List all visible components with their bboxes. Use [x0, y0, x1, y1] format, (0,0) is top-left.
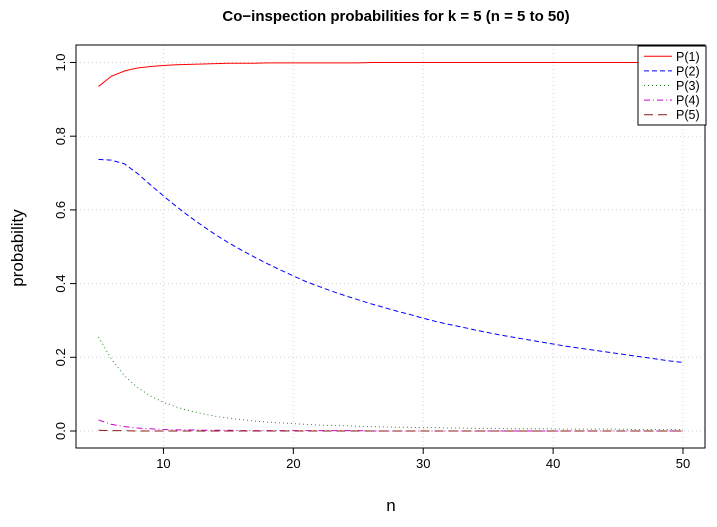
x-tick-label: 30 — [416, 456, 430, 471]
y-tick-label: 0.4 — [53, 275, 68, 293]
x-tick-label: 40 — [546, 456, 560, 471]
legend-label: P(4) — [676, 94, 700, 108]
legend: P(1)P(2)P(3)P(4)P(5) — [637, 45, 707, 126]
series-lines — [98, 62, 684, 432]
legend-label: P(3) — [676, 79, 700, 93]
y-tick-label: 0.8 — [53, 127, 68, 145]
legend-label: P(2) — [676, 64, 700, 78]
legend-label: P(1) — [676, 50, 700, 64]
plot-area-border — [75, 44, 706, 449]
x-axis: 10 20 30 40 50 — [156, 448, 690, 471]
chart-title: Co−inspection probabilities for k = 5 (n… — [222, 8, 569, 25]
y-axis: 0.0 0.2 0.4 0.6 0.8 1.0 — [53, 53, 76, 440]
legend-box — [637, 45, 707, 126]
series-line-p5 — [98, 429, 683, 432]
series-line-p3 — [98, 336, 683, 431]
x-tick-label: 10 — [156, 456, 170, 471]
x-tick-label: 50 — [676, 456, 690, 471]
y-axis-title: probability — [8, 209, 27, 287]
series-line-p1 — [98, 62, 683, 87]
y-tick-label: 0.6 — [53, 201, 68, 219]
series-line-p2 — [98, 158, 684, 363]
y-tick-label: 0.0 — [53, 422, 68, 440]
y-tick-label: 1.0 — [53, 53, 68, 71]
legend-label: P(5) — [676, 108, 700, 122]
grid — [76, 45, 705, 448]
x-axis-title: n — [386, 496, 395, 515]
x-tick-label: 20 — [286, 456, 300, 471]
y-tick-label: 0.2 — [53, 348, 68, 366]
